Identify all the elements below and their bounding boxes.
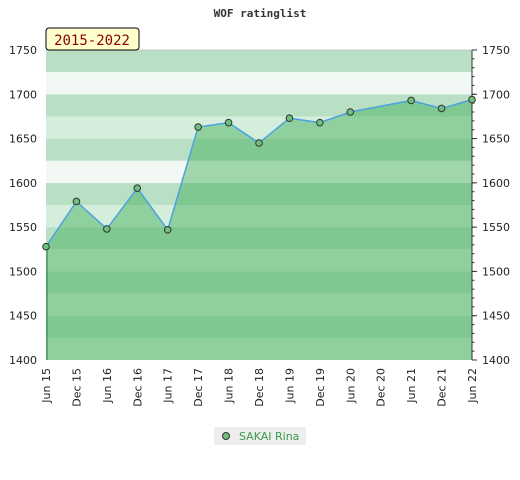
data-point: [103, 225, 111, 233]
legend: SAKAI Rina: [214, 427, 306, 445]
background-bands: [46, 49, 472, 360]
data-point: [437, 104, 446, 113]
y-tick-label-left: 1650: [9, 133, 37, 146]
x-tick-label: Jun 19: [283, 368, 296, 404]
rating-area-fill: [46, 99, 472, 360]
x-tick-label: Jun 15: [40, 368, 53, 404]
x-tick-label: Dec 19: [314, 368, 327, 407]
x-tick-label: Jun 18: [223, 368, 236, 404]
y-tick-label-right: 1450: [482, 310, 510, 323]
background-band: [46, 50, 472, 73]
data-point: [346, 108, 355, 116]
period-badge-text: 2015-2022: [54, 33, 130, 49]
background-band: [46, 182, 472, 205]
y-tick-label-right: 1550: [482, 221, 510, 234]
chart-title: WOF ratinglist: [214, 7, 307, 20]
y-tick-label-right: 1700: [482, 88, 510, 101]
y-axis-right: 1400 1450 1500 1550 1600 1650 1700 1750: [471, 44, 510, 367]
x-tick-label: Jun 16: [101, 368, 114, 404]
background-band: [46, 271, 472, 294]
data-point: [285, 114, 294, 122]
x-tick-label: Jun 22: [466, 368, 479, 404]
x-tick-label: Jun 20: [344, 368, 357, 404]
data-point: [42, 242, 50, 251]
y-tick-label-left: 1600: [9, 177, 37, 190]
data-point: [72, 197, 81, 206]
y-tick-label-left: 1450: [9, 310, 37, 323]
y-tick-label-left: 1750: [9, 44, 37, 57]
rating-line: [45, 98, 473, 248]
background-band: [46, 116, 472, 139]
background-band: [46, 160, 472, 183]
x-tick-label: Dec 15: [70, 368, 83, 407]
data-point: [316, 118, 324, 127]
background-band: [46, 337, 472, 360]
x-tick-label: Jun 17: [162, 368, 175, 404]
y-tick-label-left: 1700: [9, 88, 37, 101]
background-band: [46, 227, 472, 250]
data-point: [468, 95, 476, 104]
data-point: [407, 96, 415, 105]
y-tick-label-right: 1600: [482, 177, 510, 190]
data-point: [133, 184, 142, 192]
data-point: [194, 123, 202, 131]
data-points: [42, 95, 476, 251]
background-band: [46, 293, 472, 316]
x-tick-label: Dec 21: [436, 368, 449, 407]
x-axis: Jun 15 Dec 15 Jun 16 Dec 16 Jun 17 Dec 17 Jun …: [40, 368, 479, 407]
background-band: [46, 94, 472, 117]
rating-area: [45, 98, 473, 360]
legend-label: SAKAI Rina: [239, 430, 299, 443]
background-band: [46, 249, 472, 272]
x-tick-label: Dec 18: [253, 368, 266, 407]
background-band: [46, 315, 472, 338]
y-axis-left: 1400 1450 1500 1550 1600 1650 1700 1750: [9, 44, 37, 367]
y-tick-label-left: 1500: [9, 265, 37, 278]
background-band: [46, 205, 472, 228]
x-tick-label: Dec 20: [375, 368, 388, 407]
y-tick-label-left: 1550: [9, 221, 37, 234]
y-tick-label-right: 1500: [482, 265, 510, 278]
legend-marker: [222, 432, 230, 440]
data-point: [163, 226, 172, 234]
y-tick-label-right: 1750: [482, 44, 510, 57]
y-tick-label-right: 1400: [482, 354, 510, 367]
x-tick-label: Dec 17: [192, 368, 205, 407]
data-point: [224, 118, 233, 127]
y-tick-label-right: 1650: [482, 133, 510, 146]
y-tick-label-left: 1400: [9, 354, 37, 367]
x-tick-label: Jun 21: [405, 368, 418, 404]
background-band: [46, 72, 472, 95]
period-badge: 2015-2022: [45, 27, 140, 51]
x-tick-label: Dec 16: [131, 368, 144, 407]
data-point: [255, 139, 263, 147]
background-band: [46, 138, 472, 161]
